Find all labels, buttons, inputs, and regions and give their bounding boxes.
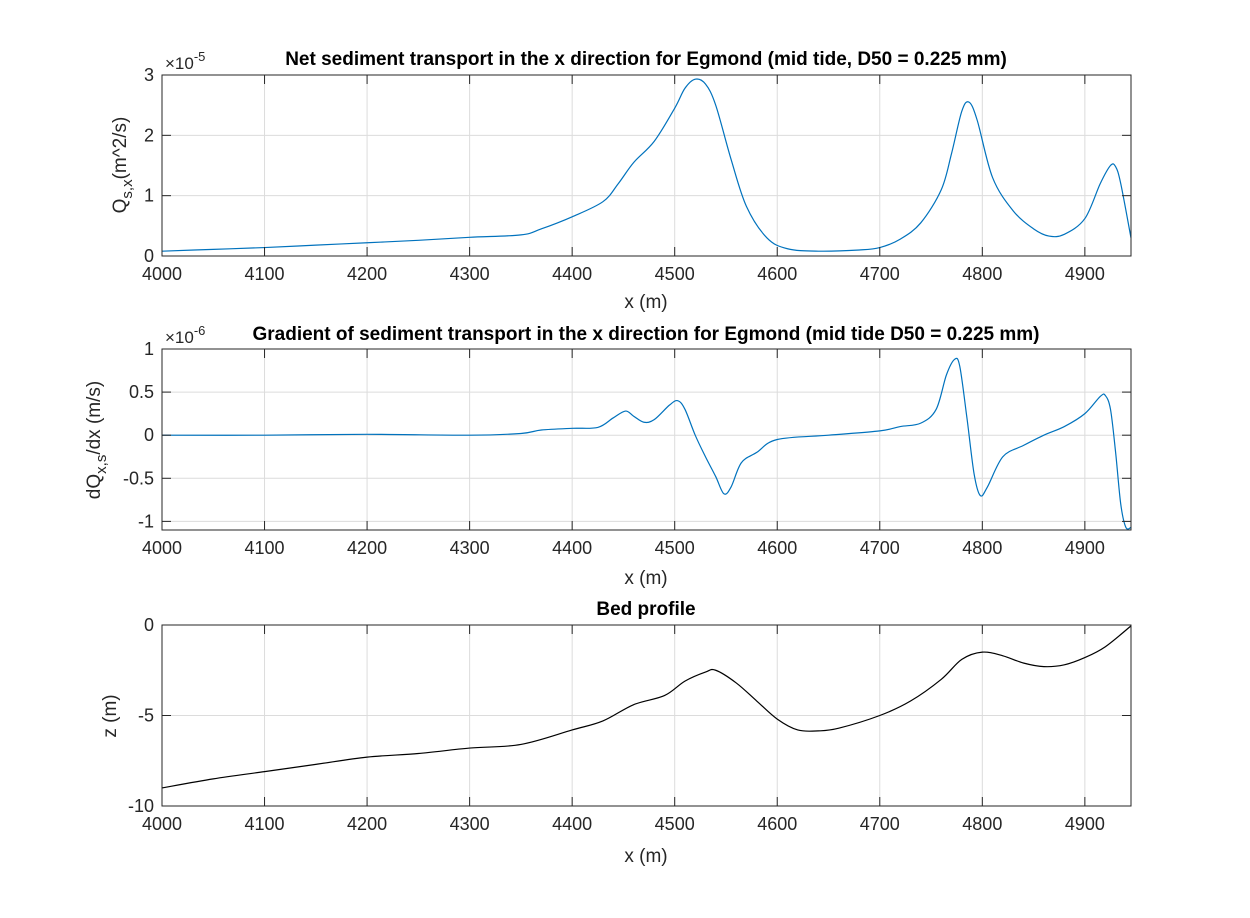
- y-axis-label-subscript: x,s: [93, 455, 110, 474]
- y-axis-label: z (m): [100, 694, 121, 737]
- series-line-transport: [161, 78, 1132, 252]
- x-tick-label: 4000: [142, 264, 182, 284]
- y-tick-label: -1: [138, 511, 154, 531]
- x-tick-label: 4900: [1065, 264, 1105, 284]
- y-tick-label: -10: [128, 796, 154, 816]
- x-axis-label: x (m): [624, 292, 667, 313]
- x-tick-label: 4500: [655, 538, 695, 558]
- y-tick-label: 0: [144, 246, 154, 266]
- x-tick-label: 4700: [860, 538, 900, 558]
- plot-area: [162, 349, 1131, 530]
- x-tick-label: 4700: [860, 814, 900, 834]
- ticks: 4000 4100 4200 4300 4400 4500 4600 4700 4800 4900…: [142, 65, 1131, 284]
- y-tick-label: -5: [138, 706, 154, 726]
- y-tick-label: 0: [144, 425, 154, 445]
- x-tick-label: 4000: [142, 538, 182, 558]
- y-axis-label-unit: /dx (m/s): [84, 381, 105, 455]
- y-exponent-base: ×10: [165, 328, 194, 347]
- y-axis-label-unit: (m^2/s): [110, 117, 131, 180]
- x-tick-label: 4400: [552, 264, 592, 284]
- plot-area: [162, 75, 1131, 256]
- series-line-gradient: [161, 357, 1132, 530]
- panel-gradient: 4000 4100 4200 4300 4400 4500 4600 4700 4800 4900…: [84, 323, 1132, 589]
- y-axis-label-main: Q: [110, 199, 131, 214]
- x-tick-label: 4000: [142, 814, 182, 834]
- x-tick-label: 4300: [450, 264, 490, 284]
- y-tick-label: 0.5: [129, 382, 154, 402]
- x-tick-label: 4800: [962, 814, 1002, 834]
- x-tick-label: 4300: [450, 538, 490, 558]
- x-tick-label: 4300: [450, 814, 490, 834]
- plot-frame: [161, 348, 1132, 531]
- x-tick-label: 4200: [347, 814, 387, 834]
- x-tick-label: 4800: [962, 538, 1002, 558]
- y-tick-label: 1: [144, 186, 154, 206]
- y-axis-label: dQx,s/dx (m/s): [84, 381, 110, 499]
- chart-title: Net sediment transport in the x directio…: [285, 49, 1007, 70]
- x-tick-label: 4800: [962, 264, 1002, 284]
- y-axis-label: Qs,x(m^2/s): [110, 117, 136, 214]
- x-tick-label: 4400: [552, 814, 592, 834]
- x-tick-label: 4200: [347, 538, 387, 558]
- chart-title: Gradient of sediment transport in the x …: [252, 324, 1039, 345]
- x-tick-label: 4500: [655, 814, 695, 834]
- y-tick-label: 2: [144, 125, 154, 145]
- x-tick-label: 4600: [757, 814, 797, 834]
- series-line-bed: [161, 625, 1132, 789]
- panel-bed-profile: 4000 4100 4200 4300 4400 4500 4600 4700 4800 4900…: [100, 599, 1132, 867]
- panel-transport: 4000 4100 4200 4300 4400 4500 4600 4700 4800 4900…: [110, 49, 1132, 313]
- y-tick-label: 3: [144, 65, 154, 85]
- y-exponent-base: ×10: [165, 54, 194, 73]
- x-tick-label: 4600: [757, 538, 797, 558]
- x-tick-label: 4400: [552, 538, 592, 558]
- x-tick-label: 4100: [245, 814, 285, 834]
- ticks: 4000 4100 4200 4300 4400 4500 4600 4700 4800 4900…: [123, 339, 1131, 558]
- x-tick-label: 4600: [757, 264, 797, 284]
- x-axis-label: x (m): [624, 568, 667, 589]
- x-tick-label: 4200: [347, 264, 387, 284]
- x-tick-label: 4100: [245, 538, 285, 558]
- y-tick-label: 0: [144, 615, 154, 635]
- y-exponent-power: -6: [194, 323, 206, 338]
- chart-title: Bed profile: [596, 599, 695, 620]
- y-axis-label-subscript: s,x: [119, 179, 136, 199]
- x-tick-label: 4500: [655, 264, 695, 284]
- x-tick-label: 4900: [1065, 538, 1105, 558]
- x-axis-label: x (m): [624, 846, 667, 867]
- plot-frame: [161, 74, 1132, 257]
- y-exponent: ×10-6: [165, 323, 205, 347]
- y-tick-label: 1: [144, 339, 154, 359]
- y-exponent-power: -5: [194, 49, 206, 64]
- y-axis-label-main: dQ: [84, 474, 105, 499]
- ticks: 4000 4100 4200 4300 4400 4500 4600 4700 4800 4900…: [128, 615, 1131, 834]
- x-tick-label: 4900: [1065, 814, 1105, 834]
- x-tick-label: 4700: [860, 264, 900, 284]
- y-exponent: ×10-5: [165, 49, 205, 73]
- y-tick-label: -0.5: [123, 468, 154, 488]
- x-tick-label: 4100: [245, 264, 285, 284]
